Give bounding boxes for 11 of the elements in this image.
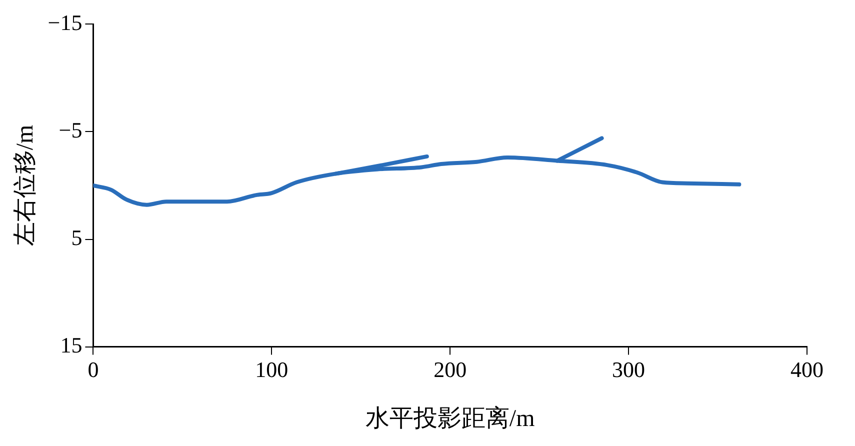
x-tick-label: 300 bbox=[612, 356, 646, 382]
y-tick-label: −5 bbox=[58, 118, 82, 143]
x-axis-title: 水平投影距离/m bbox=[365, 404, 536, 432]
y-axis-title: 左右位移/m bbox=[12, 124, 39, 246]
x-tick-label: 0 bbox=[88, 356, 99, 382]
y-tick-label: 15 bbox=[60, 332, 82, 358]
y-tick-label: 5 bbox=[71, 225, 82, 250]
y-tick-label: −15 bbox=[48, 10, 82, 35]
x-tick-label: 100 bbox=[255, 356, 288, 382]
x-tick-label: 400 bbox=[790, 356, 824, 382]
x-tick-label: 200 bbox=[434, 356, 467, 382]
